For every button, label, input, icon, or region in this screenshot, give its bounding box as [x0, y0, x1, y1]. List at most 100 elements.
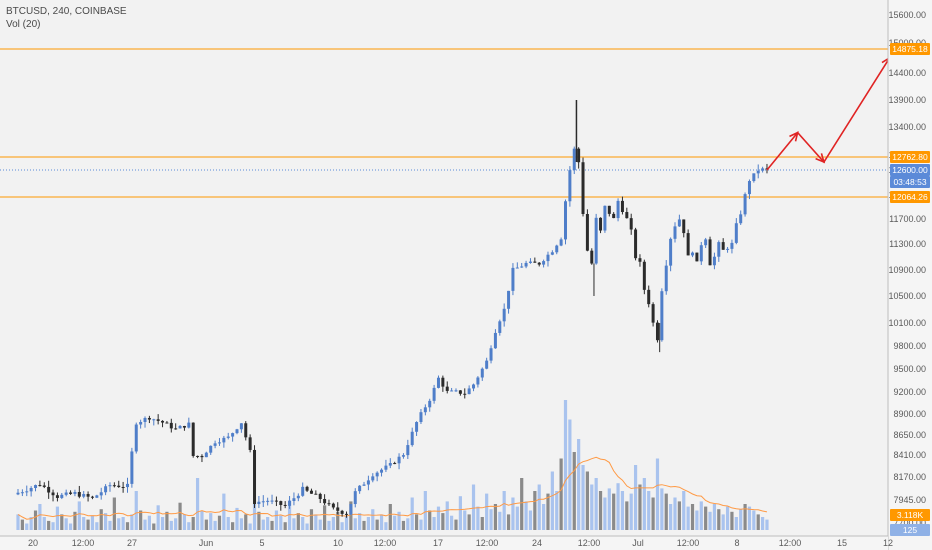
volume-bar — [458, 496, 462, 530]
candle-body — [708, 239, 712, 266]
price-tick-label: 8900.00 — [893, 409, 926, 419]
time-tick-label: 5 — [259, 538, 264, 548]
candle-body — [73, 492, 77, 494]
candle-body — [253, 449, 257, 505]
volume-bar — [90, 515, 95, 530]
candle-body — [524, 262, 528, 267]
volume-bar — [279, 515, 283, 530]
candle-body — [95, 495, 99, 498]
volume-bar — [432, 517, 436, 530]
volume-bar — [406, 518, 410, 530]
candle-body — [288, 500, 292, 506]
candle-body — [699, 245, 703, 262]
time-tick-label: 12:00 — [578, 538, 601, 548]
candle-body — [152, 419, 156, 421]
candle-body — [380, 469, 384, 473]
volume-bar — [537, 484, 541, 530]
candle-body — [77, 492, 81, 497]
volume-bar — [362, 520, 366, 530]
candle-body — [756, 170, 760, 174]
symbol-label[interactable]: BTCUSD, 240, COINBASE — [6, 6, 127, 17]
volume-bar — [397, 511, 401, 530]
candle-body — [590, 250, 594, 264]
candle-body — [559, 239, 563, 246]
volume-bar — [616, 483, 620, 530]
candle-body — [362, 484, 366, 486]
volume-bar — [169, 520, 173, 530]
volume-bar — [204, 519, 208, 530]
volume-indicator-label[interactable]: Vol (20) — [6, 19, 41, 30]
candle-body — [134, 424, 138, 452]
volume-bar — [393, 515, 397, 530]
candle-body — [747, 181, 751, 195]
volume-bar — [506, 514, 511, 530]
candle-body — [739, 214, 743, 224]
volume-bar — [248, 523, 252, 530]
candle-body — [712, 256, 716, 266]
candle-body — [520, 266, 524, 268]
candle-body — [257, 501, 261, 505]
candle-body — [528, 261, 532, 263]
volume-bar — [524, 501, 528, 530]
candle-body — [42, 485, 46, 487]
volume-bar — [121, 517, 125, 530]
candle-body — [318, 493, 322, 500]
volume-bar — [660, 488, 664, 530]
candle-body — [69, 492, 73, 494]
candle-body — [660, 291, 664, 341]
volume-bar — [594, 478, 598, 530]
time-tick-label: 27 — [127, 538, 137, 548]
volume-bar — [555, 491, 559, 530]
candle-body — [147, 417, 151, 420]
candle-body — [721, 242, 725, 250]
projection-line — [766, 57, 891, 171]
candle-body — [664, 265, 668, 292]
candle-body — [555, 245, 559, 253]
candle-body — [283, 504, 287, 506]
volume-bar — [498, 511, 502, 530]
volume-bar — [669, 504, 673, 530]
volume-bar — [174, 518, 178, 530]
candlesticks — [16, 100, 769, 518]
volume-bar — [55, 506, 60, 530]
candle-body — [594, 217, 598, 264]
projection-arrowhead — [815, 153, 826, 164]
volume-bar — [165, 511, 169, 530]
volume-bar — [296, 513, 300, 530]
volume-bar — [160, 517, 165, 530]
volume-bar — [664, 493, 668, 530]
candle-body — [327, 503, 331, 505]
price-tick-label: 8650.00 — [893, 430, 926, 440]
candle-body — [717, 242, 721, 257]
volume-bar — [29, 517, 33, 530]
volume-bar — [690, 504, 695, 530]
volume-bar — [401, 520, 406, 530]
volume-bar — [47, 520, 51, 530]
volume-bars — [16, 400, 769, 530]
volume-bar — [143, 519, 147, 530]
candle-body — [651, 304, 655, 323]
candle-body — [121, 486, 125, 488]
volume-bar — [761, 517, 765, 530]
volume-bar — [480, 517, 484, 530]
candle-body — [169, 422, 173, 429]
volume-bar — [77, 501, 81, 530]
candle-body — [546, 254, 550, 262]
volume-bar — [612, 493, 616, 530]
volume-bar — [559, 458, 563, 530]
time-axis-panel[interactable] — [0, 536, 888, 550]
volume-bar — [585, 471, 589, 530]
candle-body — [397, 456, 401, 464]
candle-body — [90, 496, 94, 498]
volume-bar — [581, 465, 585, 530]
volume-bar — [747, 506, 752, 530]
candle-body — [331, 503, 335, 508]
price-axis-panel[interactable] — [888, 0, 932, 550]
price-tick-label: 8410.00 — [893, 450, 926, 460]
volume-bar — [528, 510, 533, 530]
volume-bar — [471, 484, 476, 530]
volume-bar — [620, 491, 625, 530]
volume-bar — [99, 509, 103, 530]
price-tick-label: 10500.00 — [888, 291, 926, 301]
